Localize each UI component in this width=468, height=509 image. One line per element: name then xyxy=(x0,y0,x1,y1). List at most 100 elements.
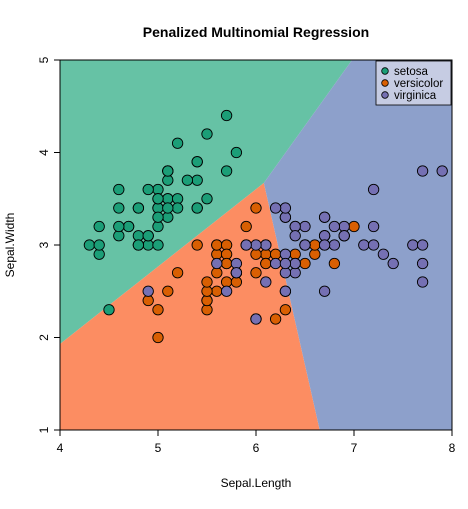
point-virginica xyxy=(279,257,292,270)
point-versicolor xyxy=(299,257,311,270)
point-setosa xyxy=(201,128,213,140)
point-versicolor xyxy=(309,239,321,251)
y-tick-label: 5 xyxy=(37,56,51,63)
legend-marker-virginica xyxy=(381,91,389,99)
point-versicolor xyxy=(348,220,360,233)
point-virginica xyxy=(387,257,399,270)
point-virginica xyxy=(250,239,262,251)
point-versicolor xyxy=(152,331,164,344)
point-setosa xyxy=(171,202,184,214)
point-virginica xyxy=(367,220,380,233)
region-virginica xyxy=(263,60,452,430)
point-virginica xyxy=(299,220,311,233)
point-versicolor xyxy=(328,257,341,270)
point-virginica xyxy=(367,183,380,196)
point-versicolor xyxy=(269,313,282,325)
point-setosa xyxy=(220,165,233,177)
point-virginica xyxy=(318,285,331,297)
point-versicolor xyxy=(201,276,213,288)
point-setosa xyxy=(162,202,174,214)
point-virginica xyxy=(299,239,311,251)
point-setosa xyxy=(181,174,194,186)
y-tick-label: 1 xyxy=(37,426,51,433)
point-setosa xyxy=(152,211,164,223)
point-virginica xyxy=(260,276,272,288)
point-setosa xyxy=(83,239,96,251)
legend-marker-versicolor xyxy=(381,79,389,87)
point-versicolor xyxy=(162,285,174,297)
point-virginica xyxy=(338,230,350,242)
point-virginica xyxy=(289,230,301,242)
point-virginica xyxy=(269,202,282,214)
point-virginica xyxy=(220,285,233,297)
point-versicolor xyxy=(250,202,262,214)
point-virginica xyxy=(240,239,252,251)
point-versicolor xyxy=(152,304,164,316)
x-tick-label: 7 xyxy=(351,441,358,455)
x-tick-label: 8 xyxy=(449,441,456,455)
point-setosa xyxy=(191,202,203,214)
point-versicolor xyxy=(211,239,223,251)
legend-label-versicolor: versicolor xyxy=(394,78,443,90)
point-setosa xyxy=(113,220,125,233)
point-virginica xyxy=(377,248,390,260)
y-axis-label: Sepal.Width xyxy=(3,213,17,278)
point-virginica xyxy=(416,257,429,270)
point-virginica xyxy=(367,239,380,251)
y-tick-label: 2 xyxy=(37,334,51,341)
point-versicolor xyxy=(211,285,223,297)
y-tick-label: 4 xyxy=(37,149,51,156)
point-versicolor xyxy=(279,304,292,316)
point-setosa xyxy=(162,165,174,177)
y-axis: 1 2 3 4 5 xyxy=(37,56,61,433)
point-setosa xyxy=(191,174,203,186)
point-versicolor xyxy=(171,267,184,279)
point-virginica xyxy=(250,313,262,325)
point-setosa xyxy=(171,137,184,149)
point-setosa xyxy=(201,193,213,205)
point-setosa xyxy=(103,304,115,316)
point-setosa xyxy=(132,202,145,214)
x-tick-label: 6 xyxy=(253,441,260,455)
point-virginica xyxy=(289,257,301,270)
legend-label-virginica: virginica xyxy=(394,90,437,102)
point-versicolor xyxy=(240,220,252,233)
point-virginica xyxy=(318,211,331,223)
point-setosa xyxy=(122,220,135,233)
point-setosa xyxy=(191,156,203,168)
x-axis-label: Sepal.Length xyxy=(221,476,292,490)
point-setosa xyxy=(220,109,233,122)
point-virginica xyxy=(269,257,282,270)
x-tick-label: 4 xyxy=(57,441,64,455)
chart-title: Penalized Multinomial Regression xyxy=(143,24,369,40)
point-virginica xyxy=(416,276,429,288)
point-versicolor xyxy=(220,257,233,270)
point-setosa xyxy=(113,183,125,196)
point-versicolor xyxy=(250,267,262,279)
legend-marker-setosa xyxy=(381,67,389,75)
point-setosa xyxy=(152,239,164,251)
x-axis: 4 5 6 7 8 xyxy=(57,429,456,455)
point-virginica xyxy=(318,239,331,251)
point-virginica xyxy=(230,267,243,279)
point-virginica xyxy=(436,165,448,177)
y-tick-label: 3 xyxy=(37,241,51,248)
point-setosa xyxy=(230,146,243,159)
point-setosa xyxy=(152,193,164,205)
point-virginica xyxy=(407,239,419,251)
point-setosa xyxy=(93,220,105,233)
point-versicolor xyxy=(191,239,203,251)
point-virginica xyxy=(211,257,223,270)
point-virginica xyxy=(142,285,154,297)
data-points xyxy=(83,109,448,344)
point-versicolor xyxy=(260,257,272,270)
point-virginica xyxy=(279,285,292,297)
x-tick-label: 5 xyxy=(155,441,162,455)
point-setosa xyxy=(93,239,105,251)
point-setosa xyxy=(142,183,154,196)
point-setosa xyxy=(142,230,154,242)
point-virginica xyxy=(416,239,429,251)
point-virginica xyxy=(328,220,341,233)
